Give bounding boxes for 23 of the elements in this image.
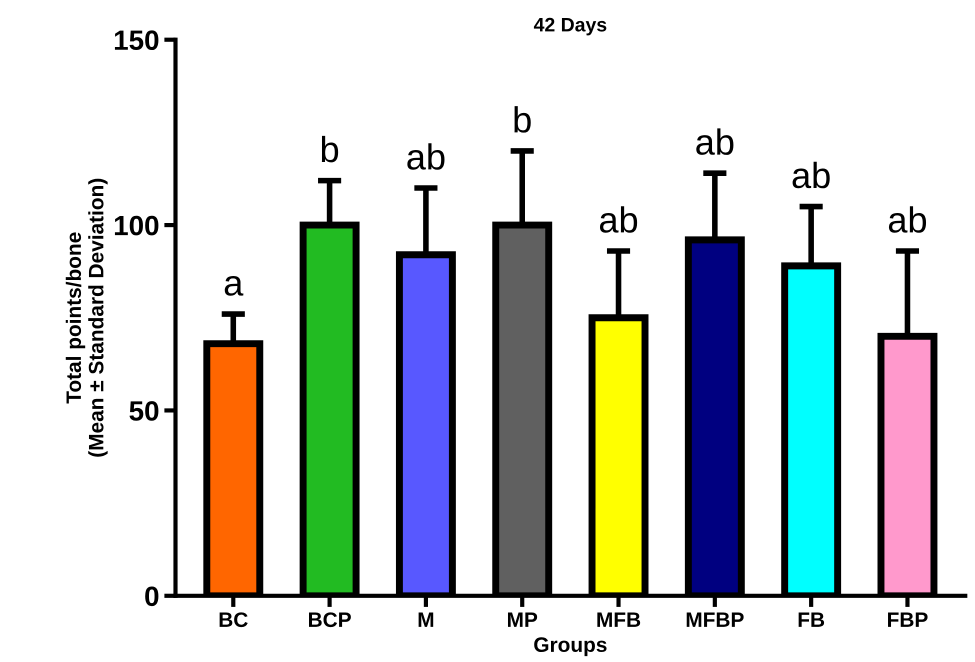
annotation: ab <box>407 143 444 170</box>
annotation: b <box>514 106 531 133</box>
chart-title: 42 Days <box>534 18 606 36</box>
x-tick-label: MP <box>508 612 538 627</box>
x-axis-title: Groups <box>534 637 607 656</box>
y-tick-label: 0 <box>145 586 158 606</box>
x-tick-label: FBP <box>888 612 928 627</box>
x-tick-label: MFBP <box>686 612 744 627</box>
annotation: ab <box>792 162 830 188</box>
y-tick-label: 150 <box>114 30 158 50</box>
x-tick-label: BCP <box>308 612 351 628</box>
annotation: b <box>322 136 338 162</box>
annotation: ab <box>600 206 638 233</box>
y-axis-title: Total points/bone (Mean ± Standard Deviation) <box>66 178 108 457</box>
y-tick-label: 100 <box>114 216 158 236</box>
x-tick-label: M <box>418 612 434 627</box>
annotation: a <box>224 276 244 296</box>
annotation: ab <box>696 128 734 155</box>
x-tick-label: MFB <box>597 612 640 627</box>
annotation: ab <box>888 206 926 233</box>
x-tick-label: BC <box>220 612 248 628</box>
y-tick-label: 50 <box>129 401 158 421</box>
x-tick-label: FB <box>798 612 824 627</box>
